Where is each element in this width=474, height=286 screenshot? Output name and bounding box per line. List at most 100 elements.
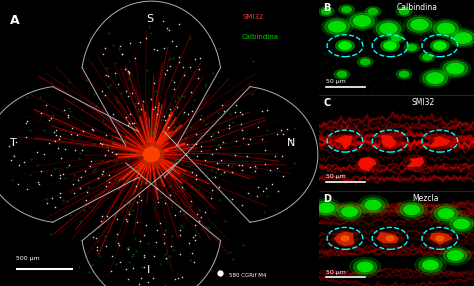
Circle shape [436, 236, 444, 241]
Circle shape [407, 45, 417, 50]
Circle shape [334, 202, 365, 221]
Circle shape [419, 69, 451, 88]
Text: T: T [9, 138, 16, 148]
Polygon shape [430, 233, 452, 244]
Text: Calbindina: Calbindina [242, 34, 279, 40]
Circle shape [427, 73, 444, 83]
Polygon shape [336, 136, 352, 149]
Polygon shape [377, 233, 398, 243]
Text: 50 μm: 50 μm [326, 79, 346, 84]
Circle shape [396, 200, 428, 219]
Circle shape [430, 40, 449, 51]
Circle shape [315, 201, 338, 215]
Circle shape [328, 21, 346, 32]
Circle shape [447, 29, 474, 48]
Circle shape [423, 260, 438, 270]
Circle shape [354, 16, 371, 26]
Polygon shape [358, 158, 375, 171]
Circle shape [428, 231, 452, 246]
Circle shape [311, 198, 342, 217]
Circle shape [376, 21, 401, 36]
Polygon shape [382, 136, 395, 148]
Circle shape [138, 143, 164, 166]
Text: 50 μm: 50 μm [326, 270, 346, 275]
Circle shape [396, 7, 412, 16]
Circle shape [446, 214, 474, 234]
Circle shape [438, 23, 455, 34]
Circle shape [337, 72, 346, 77]
Circle shape [143, 147, 159, 162]
Circle shape [423, 70, 447, 86]
Circle shape [434, 42, 446, 49]
Circle shape [451, 31, 474, 46]
Circle shape [384, 42, 396, 49]
Circle shape [428, 134, 451, 148]
Text: D: D [323, 194, 331, 204]
Circle shape [356, 157, 380, 171]
Circle shape [341, 236, 349, 241]
Circle shape [357, 262, 373, 272]
Circle shape [396, 69, 412, 79]
Circle shape [357, 196, 389, 214]
Circle shape [434, 21, 458, 36]
Circle shape [392, 35, 401, 41]
Circle shape [322, 9, 331, 14]
Circle shape [365, 7, 381, 16]
Circle shape [430, 204, 462, 223]
Circle shape [342, 207, 357, 217]
Circle shape [423, 54, 432, 60]
Circle shape [411, 19, 428, 30]
Text: SMI32: SMI32 [242, 14, 264, 20]
Text: N: N [287, 138, 295, 148]
Circle shape [342, 7, 351, 12]
Circle shape [447, 251, 463, 260]
Circle shape [365, 200, 381, 210]
Circle shape [354, 260, 377, 274]
Circle shape [325, 19, 350, 34]
Circle shape [319, 7, 334, 16]
Polygon shape [408, 158, 423, 166]
Text: Mezcla: Mezcla [412, 194, 438, 202]
Circle shape [336, 40, 354, 51]
Circle shape [350, 257, 381, 277]
Circle shape [333, 231, 357, 246]
Circle shape [430, 19, 462, 38]
Text: S: S [146, 14, 154, 24]
Circle shape [434, 206, 458, 221]
Circle shape [400, 203, 423, 217]
Circle shape [443, 61, 468, 76]
Circle shape [400, 72, 409, 77]
Circle shape [357, 57, 373, 67]
Text: B: B [323, 3, 330, 13]
Circle shape [400, 9, 409, 14]
Circle shape [333, 134, 356, 148]
Circle shape [438, 209, 454, 219]
Circle shape [338, 204, 361, 219]
Text: SMI32: SMI32 [412, 98, 435, 107]
Circle shape [440, 59, 471, 78]
Circle shape [454, 219, 469, 229]
Polygon shape [335, 232, 354, 246]
Polygon shape [430, 137, 450, 147]
Circle shape [444, 248, 467, 263]
Circle shape [368, 9, 378, 14]
Circle shape [455, 33, 472, 43]
Circle shape [319, 203, 334, 213]
Circle shape [380, 23, 397, 34]
Circle shape [373, 19, 404, 38]
Circle shape [389, 33, 404, 43]
Circle shape [322, 17, 353, 36]
Circle shape [346, 11, 378, 31]
Circle shape [404, 43, 419, 52]
Circle shape [447, 63, 464, 74]
Circle shape [404, 205, 419, 214]
Circle shape [450, 217, 473, 231]
Text: C: C [323, 98, 330, 108]
Circle shape [386, 236, 394, 241]
Text: 580 CGRif M4: 580 CGRif M4 [229, 273, 267, 278]
Circle shape [440, 246, 471, 265]
Circle shape [403, 155, 427, 169]
Circle shape [361, 198, 384, 212]
Circle shape [350, 13, 374, 29]
Circle shape [381, 40, 400, 51]
